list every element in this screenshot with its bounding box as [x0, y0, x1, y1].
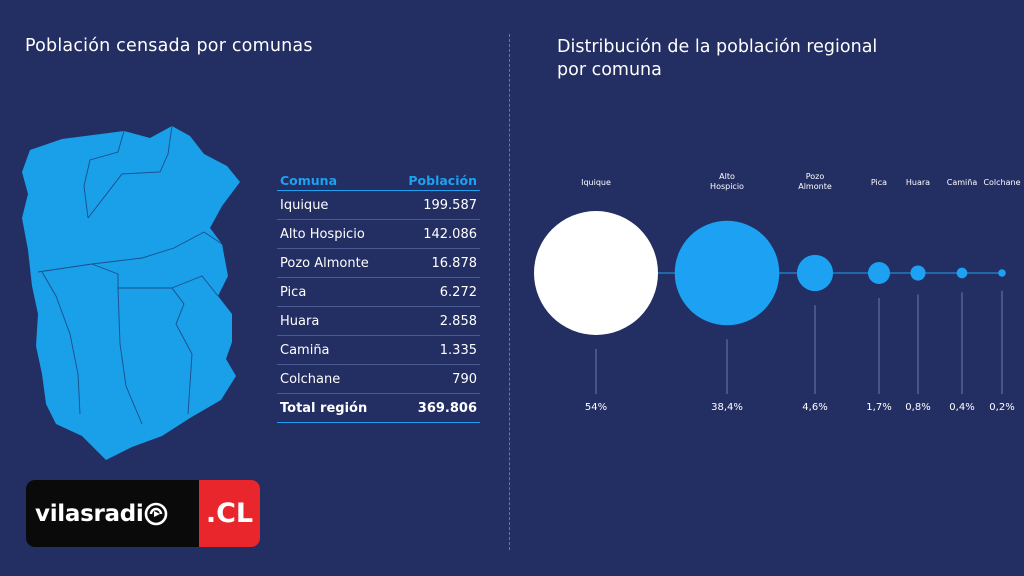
header-poblacion: Población	[390, 170, 480, 191]
left-title: Población censada por comunas	[25, 36, 313, 56]
bubble-value-label: 4,6%	[802, 402, 827, 413]
region-map	[22, 125, 240, 460]
header-comuna: Comuna	[277, 170, 391, 191]
radio-waves-icon	[145, 502, 168, 525]
cell-poblacion: 16.878	[390, 248, 480, 278]
cell-poblacion: 2.858	[390, 306, 480, 336]
bubble-value-label: 0,4%	[949, 402, 974, 413]
bubble	[796, 254, 834, 292]
cell-poblacion: 790	[390, 364, 480, 394]
table-row: Pica 6.272	[277, 277, 480, 307]
cell-comuna: Huara	[277, 306, 391, 336]
bubble-value-label: 54%	[585, 402, 607, 413]
table-row: Colchane 790	[277, 364, 480, 394]
cell-poblacion: 6.272	[390, 277, 480, 307]
bubble	[867, 261, 891, 285]
table-row: Huara 2.858	[277, 306, 480, 336]
bubble	[998, 269, 1006, 277]
population-table: Comuna Población Iquique 199.587 Alto Ho…	[277, 170, 480, 423]
bubble-label: Huara	[906, 178, 930, 187]
vilasradio-logo[interactable]: vilasradi .CL	[26, 480, 260, 547]
cell-comuna: Pica	[277, 277, 391, 307]
bubble-label: Pica	[871, 178, 887, 187]
section-divider	[509, 34, 510, 550]
table-row: Alto Hospicio 142.086	[277, 219, 480, 249]
bubble-value-label: 1,7%	[866, 402, 891, 413]
bubble-value-label: 0,2%	[989, 402, 1014, 413]
logo-suffix: .CL	[199, 480, 260, 547]
bubble	[956, 267, 968, 279]
cell-comuna: Colchane	[277, 364, 391, 394]
total-label: Total región	[277, 393, 391, 423]
bubble-value-label: 38,4%	[711, 402, 743, 413]
table-row: Camiña 1.335	[277, 335, 480, 365]
cell-poblacion: 199.587	[390, 190, 480, 220]
cell-comuna: Camiña	[277, 335, 391, 365]
chart-title: Distribución de la población regional po…	[557, 37, 878, 80]
logo-text: vilasradi	[35, 500, 144, 527]
logo-wordmark: vilasradi	[26, 480, 199, 547]
bubble-label: Colchane	[983, 178, 1020, 187]
region-map-shape	[22, 126, 240, 460]
table-total-row: Total región 369.806	[277, 393, 480, 423]
bubble-label: Camiña	[947, 178, 978, 187]
cell-comuna: Pozo Almonte	[277, 248, 391, 278]
bubble	[910, 265, 926, 281]
total-value: 369.806	[390, 393, 480, 423]
bubble	[534, 211, 658, 335]
table-row: Iquique 199.587	[277, 190, 480, 220]
cell-poblacion: 1.335	[390, 335, 480, 365]
cell-poblacion: 142.086	[390, 219, 480, 249]
bubble-value-label: 0,8%	[905, 402, 930, 413]
bubble-label: Pozo	[806, 172, 825, 181]
table-row: Pozo Almonte 16.878	[277, 248, 480, 278]
bubble	[674, 220, 780, 326]
bubble-label: Hospicio	[710, 182, 744, 191]
cell-comuna: Iquique	[277, 190, 391, 220]
bubble-label: Iquique	[581, 178, 611, 187]
table-header-row: Comuna Población	[277, 170, 480, 191]
bubble-label: Almonte	[798, 182, 832, 191]
bubble-label: Alto	[719, 172, 735, 181]
cell-comuna: Alto Hospicio	[277, 219, 391, 249]
